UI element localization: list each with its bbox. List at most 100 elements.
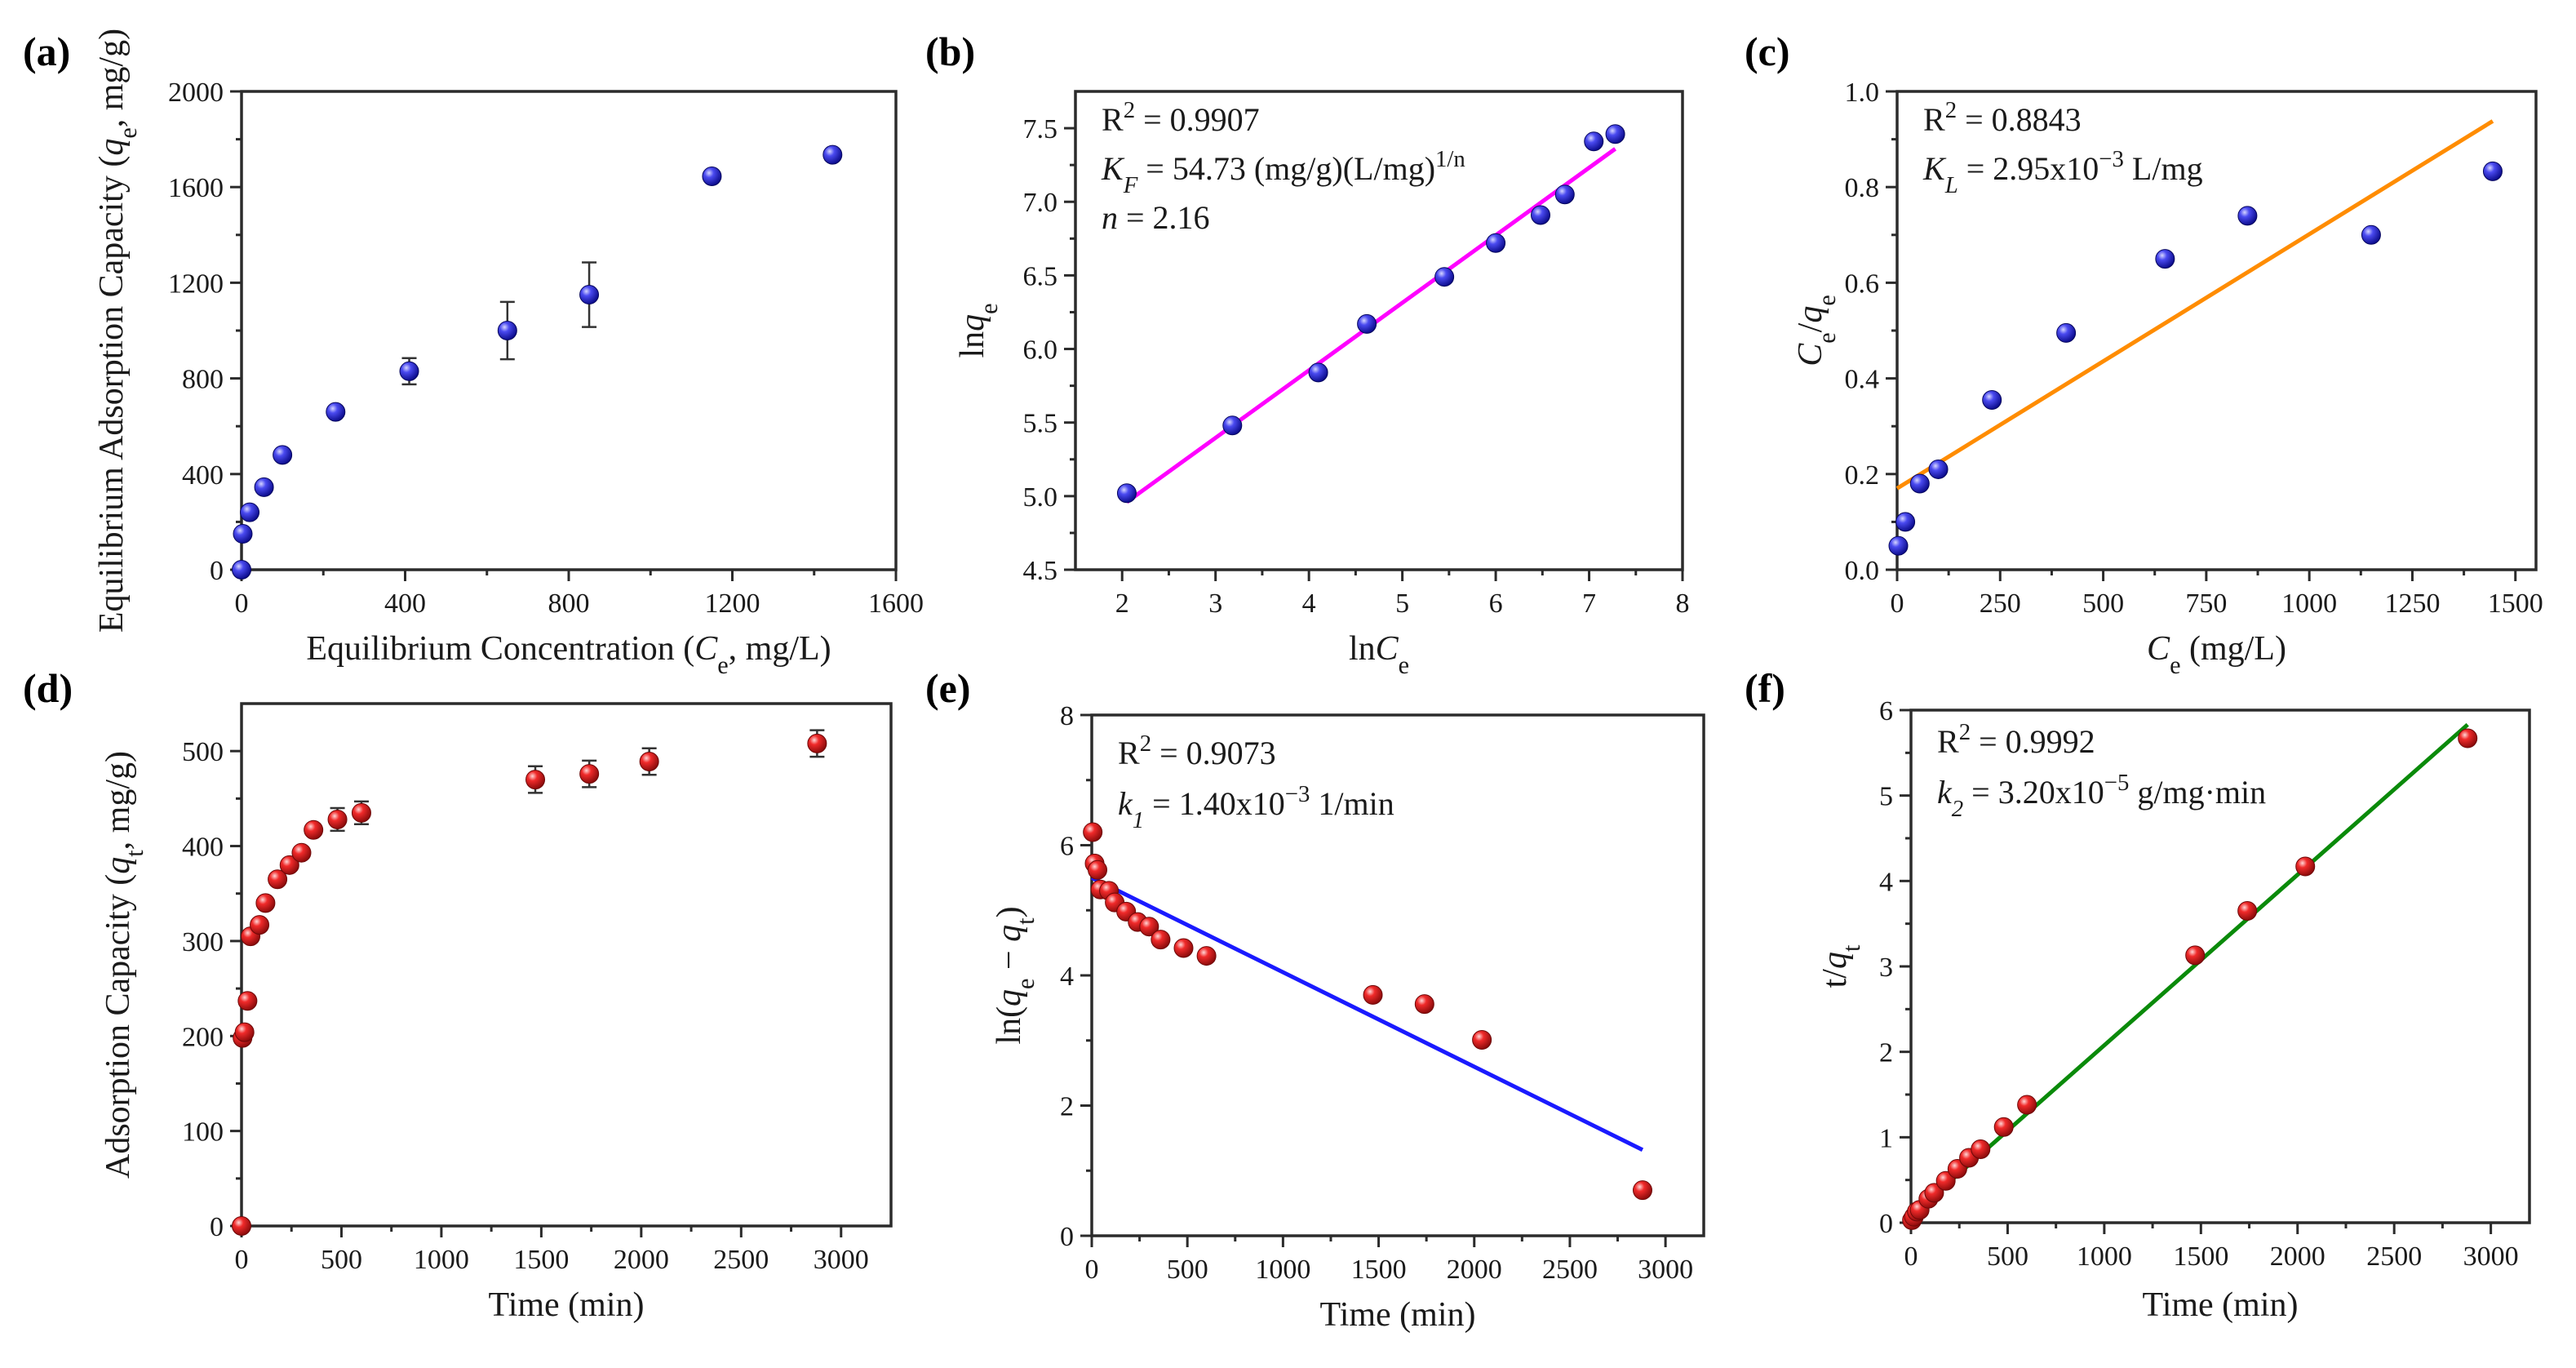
data-point bbox=[822, 144, 843, 165]
y-axis-label-e: ln(qe − qt) bbox=[991, 906, 1040, 1044]
y-tick-label-d: 100 bbox=[182, 1117, 224, 1148]
x-tick-label-c: 1500 bbox=[2488, 589, 2543, 619]
x-tick-label-d: 2500 bbox=[713, 1245, 769, 1275]
y-tick-label-b: 5.0 bbox=[1023, 482, 1058, 513]
data-point bbox=[1971, 1139, 1991, 1159]
data-point bbox=[1196, 946, 1217, 966]
annotation-b-0: R2 = 0.9907 bbox=[1102, 97, 1260, 138]
x-tick-label-a: 400 bbox=[384, 589, 426, 619]
chart-panel-c: (c) 0 250 500 750 1000 1250 1500 0.0 0.2 0.4 0.6 0.8… bbox=[1745, 29, 2543, 679]
x-tick-label-d: 0 bbox=[235, 1245, 249, 1275]
y-tick-label-d: 500 bbox=[182, 737, 224, 767]
x-axis-label-b: lnCe bbox=[1349, 630, 1409, 679]
data-point bbox=[1895, 512, 1916, 532]
x-tick-label-f: 2000 bbox=[2270, 1241, 2325, 1272]
panel-label-d: (d) bbox=[23, 665, 73, 711]
data-point bbox=[2237, 900, 2258, 921]
y-tick-label-c: 0.0 bbox=[1845, 556, 1880, 586]
plot-frame-d bbox=[240, 702, 893, 1228]
annotation-e-1: k1 = 1.40x10−3 1/min bbox=[1118, 781, 1394, 833]
data-point bbox=[807, 733, 827, 753]
data-point bbox=[1308, 362, 1328, 383]
y-axis-label-a: Equilibrium Adsorption Capacity (qe, mg/… bbox=[93, 29, 142, 633]
x-axis-label-f: Time (min) bbox=[2143, 1286, 2299, 1324]
x-tick-label-d: 3000 bbox=[814, 1245, 869, 1275]
x-tick-label-d: 1000 bbox=[414, 1245, 469, 1275]
data-point bbox=[237, 991, 258, 1011]
x-tick-label-b: 6 bbox=[1489, 589, 1503, 619]
y-tick-label-a: 800 bbox=[182, 365, 224, 395]
chart-panel-e: (e) 0 500 1000 1500 2000 2500 3000 0 2 4 6 8 Time (mi… bbox=[925, 665, 1705, 1334]
data-point bbox=[1434, 267, 1455, 287]
x-tick-label-f: 0 bbox=[1904, 1241, 1918, 1272]
x-tick-label-f: 3000 bbox=[2463, 1241, 2519, 1272]
x-tick-label-e: 1000 bbox=[1255, 1255, 1310, 1285]
data-point bbox=[1584, 131, 1604, 152]
fit-line-e bbox=[1090, 876, 1644, 1152]
annotation-c-1: KL = 2.95x10−3 L/mg bbox=[1922, 146, 2203, 198]
y-tick-label-f: 0 bbox=[1879, 1209, 1893, 1239]
x-tick-label-d: 1500 bbox=[513, 1245, 569, 1275]
data-point bbox=[2458, 728, 2478, 748]
data-point bbox=[497, 321, 517, 340]
y-tick-label-e: 4 bbox=[1060, 962, 1074, 992]
data-point bbox=[233, 524, 253, 544]
data-point bbox=[1088, 859, 1108, 880]
x-tick-label-e: 2500 bbox=[1542, 1255, 1598, 1285]
y-tick-label-f: 1 bbox=[1879, 1123, 1893, 1153]
data-series-c bbox=[1888, 161, 2503, 556]
y-tick-label-c: 0.4 bbox=[1845, 365, 1880, 395]
x-tick-label-b: 3 bbox=[1208, 589, 1222, 619]
x-tick-label-b: 8 bbox=[1676, 589, 1690, 619]
x-tick-label-c: 0 bbox=[1891, 589, 1904, 619]
y-tick-label-a: 0 bbox=[210, 556, 224, 586]
data-point bbox=[326, 402, 346, 422]
data-point bbox=[1924, 1183, 1944, 1203]
y-tick-label-f: 5 bbox=[1879, 782, 1893, 812]
x-tick-label-e: 500 bbox=[1167, 1255, 1208, 1285]
x-tick-label-a: 0 bbox=[235, 589, 249, 619]
data-point bbox=[304, 819, 324, 840]
y-tick-label-c: 0.2 bbox=[1845, 460, 1880, 491]
data-point bbox=[1531, 205, 1551, 225]
data-point bbox=[1554, 184, 1575, 205]
data-point bbox=[250, 915, 270, 935]
y-tick-label-d: 0 bbox=[210, 1212, 224, 1242]
y-tick-label-c: 0.6 bbox=[1845, 269, 1880, 299]
data-point bbox=[525, 770, 546, 790]
y-tick-label-e: 0 bbox=[1060, 1222, 1074, 1252]
y-tick-label-a: 1200 bbox=[168, 269, 224, 299]
data-point bbox=[579, 764, 600, 784]
panel-label-b: (b) bbox=[925, 29, 975, 74]
x-tick-label-a: 800 bbox=[548, 589, 590, 619]
data-point bbox=[232, 560, 251, 580]
plot-frame-b bbox=[1074, 90, 1684, 571]
data-point bbox=[255, 893, 276, 913]
data-point bbox=[1909, 473, 1930, 494]
chart-panel-f: (f) 0 500 1000 1500 2000 2500 3000 0 1 2 3 4 5 6 Time (… bbox=[1745, 665, 2531, 1324]
y-axis-label-d: Adsorption Capacity (qt, mg/g) bbox=[100, 751, 149, 1179]
data-point bbox=[2237, 206, 2258, 226]
x-tick-label-f: 2500 bbox=[2366, 1241, 2422, 1272]
x-tick-label-d: 2000 bbox=[614, 1245, 669, 1275]
data-point bbox=[279, 855, 299, 875]
data-point bbox=[2482, 161, 2503, 181]
y-tick-label-b: 6.5 bbox=[1023, 261, 1058, 291]
y-axis-label-c: Ce/qe bbox=[1792, 295, 1841, 366]
data-point bbox=[273, 445, 293, 465]
data-point bbox=[2155, 249, 2175, 269]
x-tick-label-e: 1500 bbox=[1351, 1255, 1407, 1285]
annotation-b-1: KF = 54.73 (mg/g)(L/mg)1/n bbox=[1101, 146, 1465, 198]
y-tick-label-f: 3 bbox=[1879, 953, 1893, 983]
panel-label-f: (f) bbox=[1745, 665, 1785, 711]
y-tick-label-c: 1.0 bbox=[1845, 78, 1880, 108]
y-tick-label-e: 2 bbox=[1060, 1092, 1074, 1122]
y-tick-label-b: 4.5 bbox=[1023, 556, 1058, 586]
y-tick-label-f: 6 bbox=[1879, 696, 1893, 726]
data-point bbox=[1151, 930, 1171, 950]
data-point bbox=[240, 502, 260, 522]
x-tick-label-f: 1000 bbox=[2077, 1241, 2132, 1272]
data-point bbox=[254, 477, 274, 497]
data-point bbox=[1357, 313, 1377, 334]
y-tick-label-b: 6.0 bbox=[1023, 335, 1058, 366]
